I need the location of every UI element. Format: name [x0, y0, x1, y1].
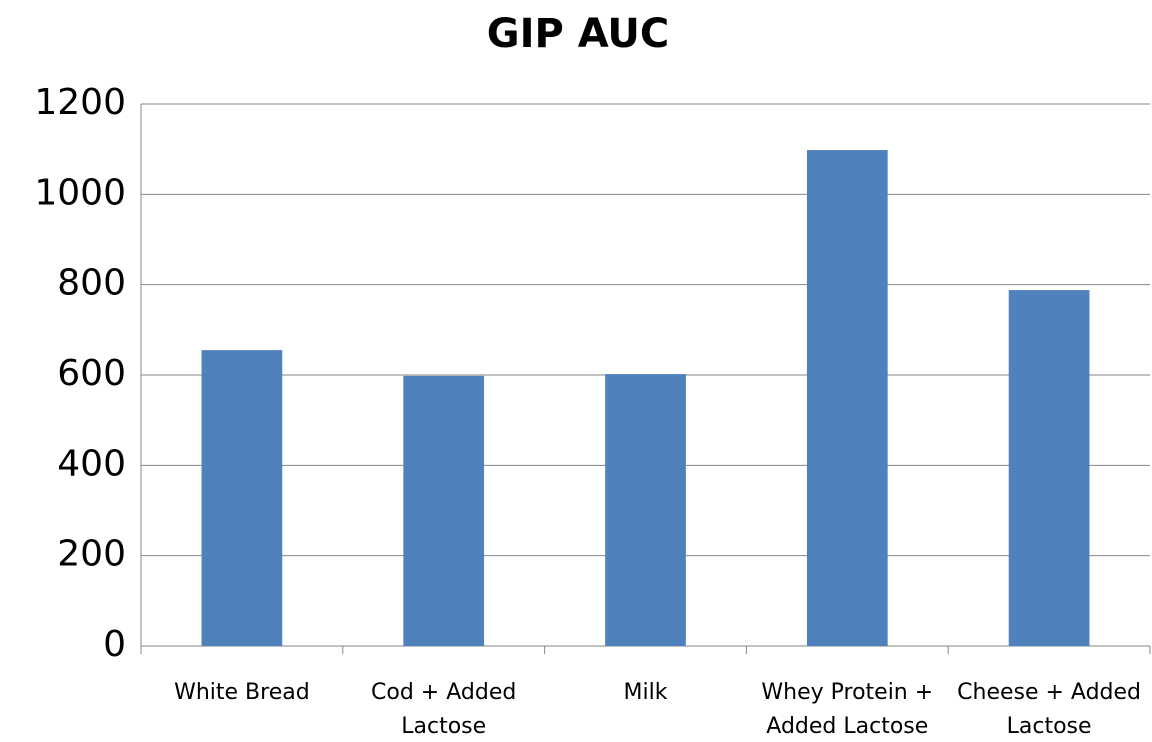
chart-title: GIP AUC [487, 11, 670, 57]
x-tick-label: Whey Protein + Added Lactose [761, 680, 934, 739]
y-tick-label: 200 [57, 534, 126, 575]
x-tick-label-box: Whey Protein + Added Lactose [761, 680, 934, 739]
x-tick-label: White Bread [174, 680, 310, 705]
y-tick-label: 600 [57, 353, 126, 394]
x-tick-label-box: White Bread [174, 680, 310, 705]
y-tick-label: 1000 [34, 172, 126, 213]
bar [403, 375, 485, 646]
bar [201, 350, 283, 646]
bar [806, 150, 888, 646]
x-tick-label: Milk [623, 680, 668, 705]
y-tick-label: 800 [57, 263, 126, 304]
x-tick-label: Cheese + Added Lactose [957, 680, 1142, 739]
x-tick-label-box: Cod + Added Lactose [371, 680, 517, 739]
bar [1008, 290, 1090, 646]
y-tick-label: 400 [57, 443, 126, 484]
bar [605, 374, 686, 646]
x-tick-label-box: Cheese + Added Lactose [957, 680, 1142, 739]
x-tick-label-box: Milk [623, 680, 668, 705]
x-tick-label: Cod + Added Lactose [371, 680, 517, 739]
y-tick-label: 0 [103, 624, 126, 665]
y-tick-label: 1200 [34, 82, 126, 123]
